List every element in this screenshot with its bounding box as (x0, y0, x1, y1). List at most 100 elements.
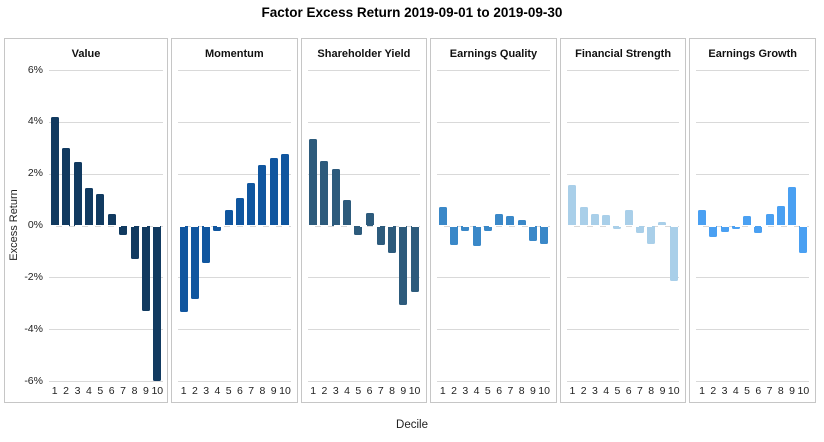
x-tick-label: 5 (484, 385, 491, 397)
zero-dashed-line (566, 225, 680, 227)
x-tick-label: 3 (332, 385, 339, 397)
bar-decile-3 (202, 225, 211, 264)
x-tick-label: 4 (473, 385, 480, 397)
zero-dashed-line (49, 225, 163, 227)
x-tick-label: 5 (355, 385, 362, 397)
x-tick-label: 6 (755, 385, 762, 397)
bar-decile-10 (540, 225, 549, 244)
bar-decile-6 (365, 212, 374, 226)
bar-decile-2 (62, 147, 71, 226)
panel-title: Financial Strength (575, 48, 672, 60)
x-tick-label: 1 (569, 385, 576, 397)
bar-decile-9 (399, 225, 408, 305)
y-tick-label: -6% (24, 374, 43, 387)
x-tick-label: 5 (97, 385, 104, 397)
gridline (307, 121, 421, 123)
bar-decile-5 (224, 209, 233, 226)
bar-decile-4 (602, 215, 611, 226)
bar-decile-2 (709, 225, 718, 238)
bar-decile-8 (517, 220, 526, 226)
bar-decile-5 (743, 216, 752, 226)
bar-decile-7 (119, 225, 128, 235)
gridline (49, 277, 163, 279)
bar-decile-5 (354, 225, 363, 235)
plot-area: 1 2 3 4 5 6 7 8 9 10 (49, 70, 163, 397)
gridline (437, 70, 550, 71)
x-tick-label: 7 (248, 385, 255, 397)
chart-title: Factor Excess Return 2019-09-01 to 2019-… (261, 5, 563, 20)
bar-decile-6 (624, 209, 633, 226)
x-tick-label: 2 (580, 385, 587, 397)
x-tick-label: 8 (389, 385, 395, 397)
bar-decile-8 (776, 206, 785, 226)
x-tick-label: 3 (203, 385, 210, 397)
bar-decile-8 (130, 225, 139, 260)
gridline (307, 381, 421, 382)
x-tick-label: 10 (408, 385, 421, 397)
zero-dashed-line (178, 225, 291, 227)
x-tick-label: 1 (180, 385, 187, 397)
x-tick-label: 9 (529, 385, 536, 397)
x-tick-label: 1 (439, 385, 446, 397)
gridline (307, 277, 421, 279)
bar-decile-7 (376, 225, 385, 245)
plot-area: 1 2 3 4 5 6 7 8 9 10 (178, 70, 291, 397)
gridline (178, 121, 291, 123)
bar-decile-3 (461, 225, 470, 231)
gridline (178, 277, 291, 279)
bar-decile-6 (495, 213, 504, 226)
gridline (437, 381, 550, 382)
bar-decile-9 (269, 158, 278, 226)
gridline (566, 70, 680, 71)
gridline (437, 121, 550, 123)
x-tick-label: 7 (120, 385, 127, 397)
gridline (437, 277, 550, 279)
x-tick-label: 2 (710, 385, 717, 397)
x-tick-label: 7 (507, 385, 514, 397)
y-tick-label: 2% (27, 167, 43, 180)
x-tick-label: 7 (637, 385, 643, 397)
bar-decile-7 (765, 213, 774, 226)
bar-decile-1 (438, 207, 447, 226)
gridline (566, 121, 680, 123)
bar-decile-6 (235, 198, 244, 226)
bar-decile-2 (450, 225, 459, 245)
zero-dashed-line (307, 225, 421, 227)
gridline (307, 329, 421, 331)
gridline (437, 173, 550, 175)
x-axis-label: Decile (396, 419, 428, 431)
x-tick-label: 7 (377, 385, 384, 397)
bar-decile-10 (799, 225, 808, 253)
gridline (696, 381, 809, 382)
y-tick-label: 4% (27, 115, 43, 128)
bar-decile-4 (472, 225, 481, 247)
panel-title: Momentum (204, 48, 264, 60)
x-tick-label: 2 (63, 385, 70, 397)
x-tick-label: 4 (214, 385, 221, 397)
plot-area: 1 2 3 4 5 6 7 8 9 10 (566, 70, 680, 397)
x-tick-label: 4 (344, 385, 350, 397)
gridline (696, 121, 809, 123)
panel-title: Value (71, 48, 101, 60)
bar-decile-9 (141, 225, 150, 311)
x-tick-label: 10 (667, 385, 680, 397)
bar-decile-8 (647, 225, 656, 244)
gridline (437, 329, 550, 331)
y-tick-label: -2% (24, 270, 43, 283)
plot-area: 1 2 3 4 5 6 7 8 9 10 (437, 70, 550, 397)
bar-decile-10 (280, 154, 289, 226)
panel-shareholder-yield: Shareholder Yield 1 2 3 4 5 6 7 8 9 10 (300, 38, 428, 403)
x-tick-label: 4 (85, 385, 92, 397)
x-tick-label: 10 (151, 385, 164, 397)
bar-decile-9 (528, 225, 537, 241)
bar-decile-1 (698, 209, 706, 226)
gridline (49, 329, 163, 331)
bar-decile-8 (388, 225, 397, 253)
bar-decile-5 (96, 194, 105, 226)
gridline (49, 121, 163, 123)
gridline (49, 381, 163, 382)
gridline (696, 329, 809, 331)
charts-row: Value 1 2 3 4 5 6 7 8 9 10 6% 4% 2% 0% -2% -4% -6% Momentu… (4, 38, 816, 403)
y-axis-label: Excess Return (8, 189, 20, 261)
